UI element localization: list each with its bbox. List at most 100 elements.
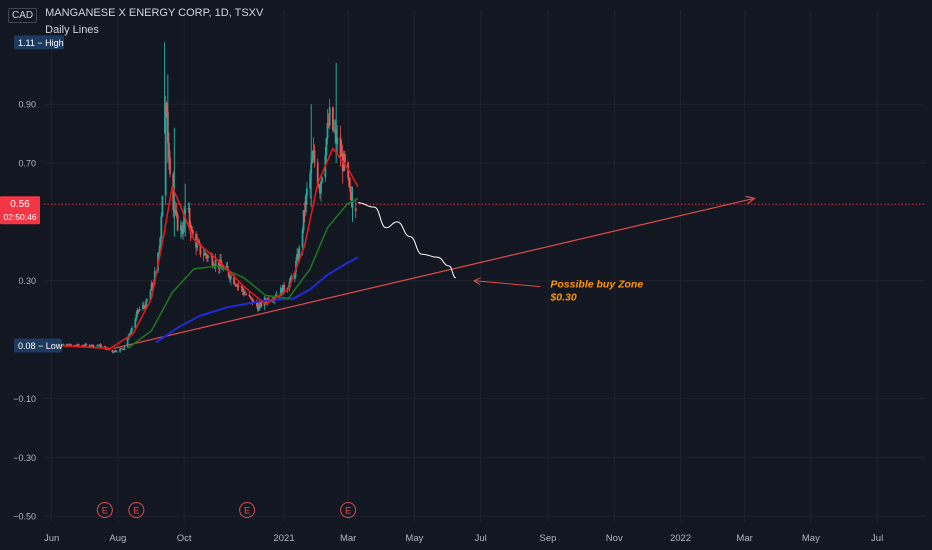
- candle-body: [169, 157, 171, 174]
- candle-body: [151, 283, 154, 286]
- candle-body: [197, 241, 200, 242]
- candle-body: [244, 293, 246, 295]
- candle-body: [182, 229, 184, 235]
- candle-body: [245, 293, 247, 295]
- candle-body: [123, 346, 126, 350]
- annotation-arrowhead: [473, 277, 481, 286]
- candle-body: [62, 344, 65, 345]
- candle-body: [137, 310, 140, 311]
- grid: [44, 10, 926, 522]
- x-tick-label: Jun: [44, 533, 59, 544]
- last-price-label: 0.56: [10, 199, 30, 210]
- x-tick-label: Aug: [109, 533, 126, 544]
- candle-body: [188, 208, 191, 225]
- support-trendline: [113, 197, 755, 349]
- candle-body: [73, 345, 76, 346]
- annotation-arrow: [474, 280, 541, 288]
- low-label: 0.08 − Low: [18, 341, 63, 351]
- candle-body: [153, 270, 156, 284]
- candle-body: [187, 208, 190, 210]
- candle-body: [135, 314, 138, 320]
- candle-body: [214, 259, 217, 266]
- earnings-label: E: [244, 506, 250, 517]
- annotation-layer: Possible buy Zone$0.30: [473, 277, 643, 304]
- annotation-text: $0.30: [549, 292, 576, 304]
- candle-body: [217, 259, 220, 269]
- candle-body: [66, 344, 69, 346]
- candle-body: [255, 300, 258, 307]
- candle-body: [296, 253, 298, 261]
- y-tick-label: 0.70: [18, 159, 36, 169]
- candle-body: [84, 344, 87, 347]
- candle-body: [354, 208, 357, 211]
- last-price-badge: [0, 196, 40, 225]
- candle-body: [65, 344, 68, 346]
- candle-body: [235, 284, 238, 287]
- ma-slow-line: [155, 256, 359, 344]
- candle-body: [311, 158, 314, 164]
- candle-body: [88, 344, 91, 347]
- candle-body: [138, 308, 141, 311]
- candle-body: [159, 238, 162, 253]
- candle-body: [250, 297, 253, 299]
- candle-body: [348, 177, 351, 187]
- earnings-marker: [340, 502, 357, 518]
- candle-body: [93, 345, 95, 347]
- currency-badge[interactable]: CAD: [8, 8, 38, 23]
- candle-body: [145, 300, 148, 309]
- candle-body: [343, 154, 346, 163]
- candle-body: [96, 345, 99, 347]
- candle-body: [303, 210, 306, 213]
- symbol-title[interactable]: MANGANESE X ENERGY CORP, 1D, TSXV: [45, 7, 264, 19]
- candle-body: [99, 344, 102, 347]
- high-badge: [14, 35, 64, 50]
- candle-body: [121, 348, 124, 350]
- x-tick-label: 2022: [670, 533, 691, 544]
- chart-header: CAD MANGANESE X ENERGY CORP, 1D, TSXV Da…: [8, 6, 263, 37]
- candle-body: [103, 345, 106, 347]
- candle-body: [333, 129, 335, 131]
- candle-body: [350, 191, 353, 201]
- candle-body: [298, 247, 301, 260]
- y-tick-label: −0.50: [13, 512, 36, 522]
- candle-body: [233, 275, 235, 285]
- x-tick-label: 2021: [273, 533, 294, 544]
- projection-layer: [357, 202, 456, 279]
- candle-body: [85, 344, 88, 345]
- candle-body: [280, 288, 283, 295]
- candle-body: [198, 241, 201, 244]
- candle-body: [334, 129, 337, 131]
- candle-body: [207, 255, 209, 259]
- candle-body: [136, 310, 139, 315]
- candle-body: [257, 306, 259, 311]
- candle-body: [312, 150, 315, 159]
- earnings-marker: [128, 502, 145, 518]
- candle-body: [313, 150, 316, 163]
- candle-body: [265, 301, 268, 303]
- candle-body: [113, 350, 116, 353]
- candle-body: [318, 187, 321, 194]
- candle-body: [74, 345, 77, 346]
- x-tick-label: May: [802, 533, 820, 544]
- earnings-marker: [96, 502, 113, 518]
- candle-body: [258, 304, 260, 311]
- earnings-marker: [239, 502, 256, 518]
- candle-body: [339, 137, 342, 157]
- indicator-name[interactable]: Daily Lines: [45, 24, 99, 36]
- candle-body: [134, 319, 137, 328]
- candle-body: [228, 275, 231, 280]
- low-badge: [14, 338, 62, 353]
- annotation-text: Possible buy Zone: [550, 279, 643, 291]
- candle-body: [146, 299, 149, 301]
- axes-layer: 0.90 0.70 0.30 −0.10 −0.30 −0.50 Jun Aug Oct 2021…: [0, 35, 883, 544]
- candle-body: [316, 162, 319, 185]
- candle-body: [227, 269, 230, 276]
- candle-body: [336, 137, 339, 145]
- candle-body: [149, 290, 152, 300]
- candle-body: [241, 288, 244, 292]
- candle-body: [349, 186, 352, 192]
- candle-body: [249, 295, 252, 298]
- countdown-label: 02:50:46: [3, 212, 36, 222]
- candle-body: [305, 188, 308, 196]
